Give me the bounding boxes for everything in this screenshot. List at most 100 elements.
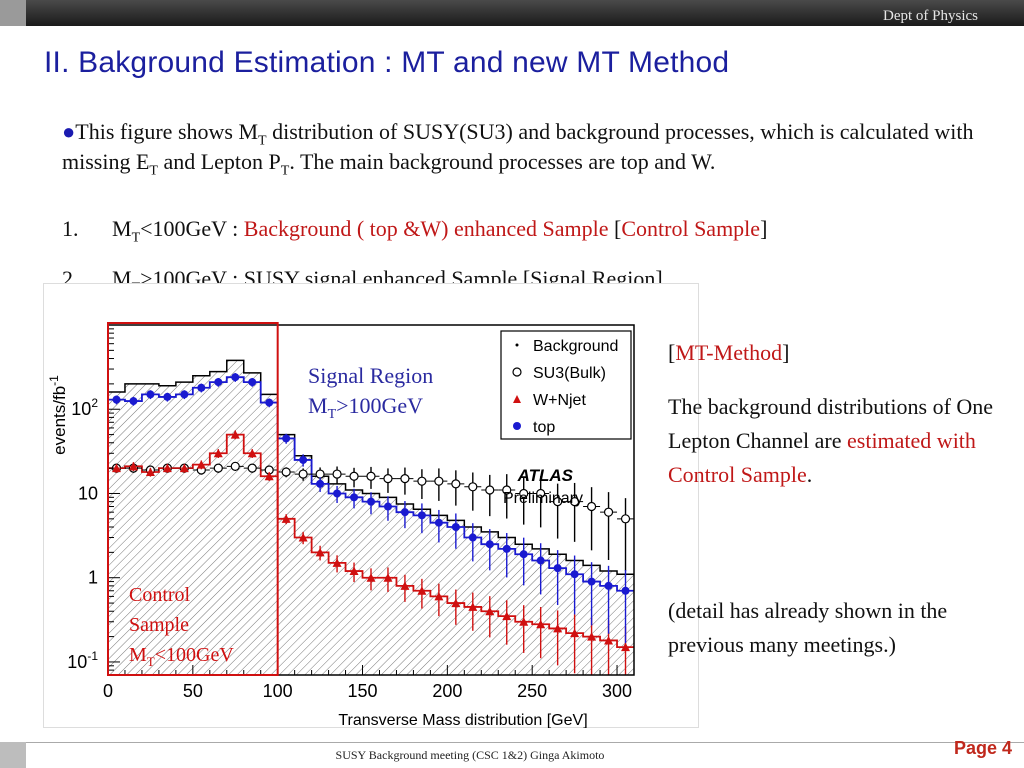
w-njet-point (366, 573, 376, 582)
x-tick-label: 50 (183, 681, 203, 701)
top-point (536, 556, 545, 565)
top-point (519, 550, 528, 559)
background-hatch-area (108, 360, 634, 675)
su3-bulk--point (502, 485, 512, 495)
su3-bulk--point (281, 467, 291, 477)
top-point (587, 577, 596, 586)
cr-sub: T (147, 654, 155, 669)
top-bar (0, 0, 1024, 26)
method-bracket-close: ] (782, 340, 790, 365)
w-njet-point (570, 628, 580, 638)
method-note: (detail has already shown in the previou… (668, 598, 948, 657)
w-njet-point (587, 632, 597, 641)
top-point (383, 502, 392, 511)
y-axis-label: events/fb-1 (47, 375, 69, 455)
su3-bulk--point (570, 497, 580, 507)
top-point (299, 455, 308, 464)
su3-bulk--point (417, 476, 427, 486)
item-cond: <100GeV : (140, 216, 244, 241)
su3-bulk--point (332, 469, 342, 479)
y-tick-base: 10 (67, 652, 87, 672)
legend-marker-w-njet (513, 395, 521, 403)
legend-label-top: top (533, 419, 555, 436)
w-njet-point (502, 611, 512, 621)
w-njet-point (179, 463, 189, 473)
y-tick-label: 10 (78, 483, 98, 503)
item-red-text-2: Control Sample (621, 216, 761, 241)
su3-bulk--point (213, 463, 223, 473)
w-njet-point (383, 573, 393, 582)
w-njet-point (621, 642, 631, 652)
legend-label-w-njet: W+Njet (533, 392, 586, 409)
su3-bulk--point (451, 479, 461, 489)
control-label-2: Sample (129, 614, 189, 636)
top-point (604, 581, 613, 590)
top-point (316, 479, 325, 488)
signal-region-condition: MT>100GeV (308, 393, 423, 422)
su3-bulk--point (620, 514, 631, 524)
w-njet-point (434, 591, 444, 601)
control-region-box (107, 322, 279, 676)
w-njet-point (128, 461, 138, 471)
top-point (570, 570, 579, 579)
su3-bulk--point (536, 488, 546, 499)
intro-text-1: This figure shows M (75, 119, 259, 144)
top-point (350, 493, 359, 502)
y-tick-exponent: 2 (91, 396, 98, 410)
w-njet-point (349, 566, 359, 576)
top-bar-accent (0, 0, 26, 26)
top-point (485, 540, 494, 549)
top-point (282, 434, 291, 443)
y-tick-label: 102 (71, 396, 98, 419)
signal-region-label: Signal Region (308, 363, 433, 388)
w-njet-point (451, 598, 461, 608)
w-njet-point (230, 430, 240, 439)
intro-text-2: distribution of SUSY(SU3) and background… (62, 119, 974, 174)
su3-bulk--point (298, 469, 308, 479)
top-point (333, 489, 342, 498)
intro-paragraph: ●This figure shows M T distribution of SU… (62, 117, 982, 179)
w-njet-point (536, 619, 546, 629)
su3-bulk--point (586, 501, 597, 512)
bullet-icon: ● (62, 119, 76, 144)
w-njet-point (468, 602, 478, 611)
item-red-text-1: Background ( top &W) enhanced Sample (243, 216, 609, 241)
legend-marker-top (513, 422, 521, 430)
top-point (214, 378, 223, 387)
y-tick-base: 1 (88, 568, 98, 588)
sr-cond: >100GeV (336, 393, 423, 418)
x-tick-label: 250 (517, 681, 547, 701)
su3-bulk--point (230, 461, 240, 471)
x-tick-label: 0 (103, 681, 113, 701)
w-njet-point (281, 514, 291, 523)
w-njet-point (264, 471, 274, 481)
intro-sub-3: T (280, 163, 290, 179)
top-point (451, 522, 460, 531)
method-name: MT-Method (675, 340, 783, 365)
w-njet-point (315, 547, 325, 557)
atlas-label: ATLAS (517, 466, 574, 485)
su3-bulk--point (349, 471, 359, 481)
y-axis-label-text: events/fb (50, 386, 69, 455)
top-point (417, 511, 426, 520)
y-tick-label: 1 (88, 568, 98, 588)
top-point (265, 398, 274, 407)
legend: Background SU3(Bulk) W+Njet top (500, 330, 632, 440)
intro-sub-2: T (149, 163, 158, 179)
y-tick-base: 10 (78, 483, 98, 503)
w-njet-point (247, 448, 257, 458)
w-njet-point (111, 463, 121, 473)
method-description: The background distributions of One Lept… (668, 390, 1018, 492)
footer-divider (0, 742, 1024, 743)
intro-text-4: . The main background processes are top … (289, 149, 716, 174)
top-point (163, 392, 172, 401)
top-point (502, 544, 511, 553)
su3-bulk--point (468, 482, 478, 492)
y-axis-label-sup: -1 (47, 375, 61, 386)
w-njet-point (485, 606, 495, 616)
su3-bulk--point (247, 463, 257, 473)
item-m: M (112, 216, 132, 241)
y-tick-label: 10-1 (67, 649, 98, 672)
top-point (553, 564, 562, 573)
